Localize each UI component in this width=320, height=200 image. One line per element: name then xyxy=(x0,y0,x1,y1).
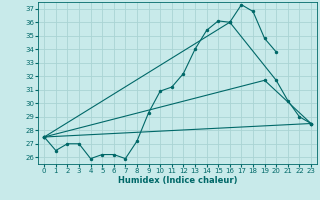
X-axis label: Humidex (Indice chaleur): Humidex (Indice chaleur) xyxy=(118,176,237,185)
